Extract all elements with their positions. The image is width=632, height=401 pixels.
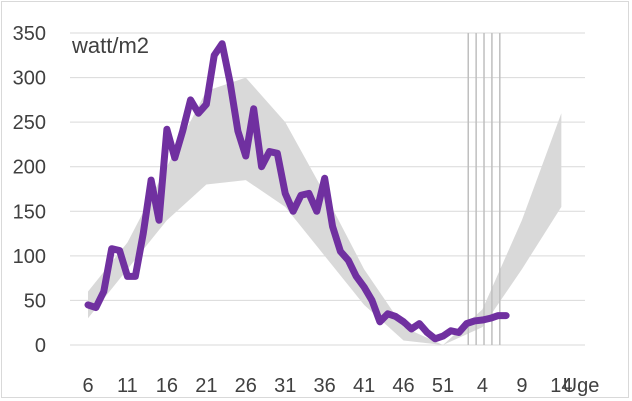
data-point bbox=[504, 314, 508, 318]
vertical-markers bbox=[467, 33, 501, 345]
data-point bbox=[275, 151, 279, 155]
data-point bbox=[291, 209, 295, 213]
x-axis-ticks: 6 11 16 21 26 31 36 41 46 51 4 9 14 bbox=[82, 375, 572, 397]
data-point bbox=[409, 327, 413, 331]
data-point bbox=[118, 249, 122, 253]
y-tick-label: 250 bbox=[13, 112, 46, 134]
y-tick-label: 350 bbox=[13, 23, 46, 45]
y-tick-label: 200 bbox=[13, 157, 46, 179]
x-axis-label: Uge bbox=[563, 375, 600, 397]
data-point bbox=[338, 249, 342, 253]
y-tick-label: 150 bbox=[13, 201, 46, 223]
data-point bbox=[378, 320, 382, 324]
data-point bbox=[441, 334, 445, 338]
data-point bbox=[370, 298, 374, 302]
data-point bbox=[189, 98, 193, 102]
data-point bbox=[236, 129, 240, 133]
data-point bbox=[149, 178, 153, 182]
x-tick-label: 26 bbox=[235, 375, 257, 397]
data-point bbox=[417, 322, 421, 326]
data-point bbox=[252, 107, 256, 111]
x-tick-label: 31 bbox=[274, 375, 296, 397]
data-point bbox=[433, 337, 437, 341]
y-axis-label: watt/m2 bbox=[71, 33, 149, 58]
band-area bbox=[88, 77, 562, 346]
data-point bbox=[267, 150, 271, 154]
x-tick-label: 9 bbox=[516, 375, 527, 397]
y-tick-label: 300 bbox=[13, 68, 46, 90]
data-point bbox=[94, 306, 98, 310]
data-point bbox=[283, 191, 287, 195]
data-point bbox=[244, 154, 248, 158]
data-point bbox=[110, 247, 114, 251]
data-point bbox=[488, 316, 492, 320]
data-point bbox=[449, 329, 453, 333]
y-tick-label: 50 bbox=[24, 290, 46, 312]
data-point bbox=[331, 224, 335, 228]
x-tick-label: 36 bbox=[314, 375, 336, 397]
data-point bbox=[496, 314, 500, 318]
series-layer bbox=[84, 40, 510, 343]
data-point bbox=[299, 193, 303, 197]
data-point bbox=[260, 165, 264, 169]
data-point bbox=[457, 331, 461, 335]
y-axis-ticks: 0 50 100 150 200 250 300 350 bbox=[13, 23, 46, 357]
x-tick-label: 6 bbox=[82, 375, 93, 397]
data-point bbox=[307, 191, 311, 195]
x-tick-label: 51 bbox=[432, 375, 454, 397]
y-tick-label: 0 bbox=[35, 335, 46, 357]
data-point bbox=[386, 312, 390, 316]
data-point bbox=[133, 274, 137, 278]
x-tick-label: 41 bbox=[353, 375, 375, 397]
data-point bbox=[165, 127, 169, 131]
data-point bbox=[315, 209, 319, 213]
data-point bbox=[473, 319, 477, 323]
data-point bbox=[220, 42, 224, 46]
data-point bbox=[394, 314, 398, 318]
data-point bbox=[181, 129, 185, 133]
data-point bbox=[102, 290, 106, 294]
data-point bbox=[402, 320, 406, 324]
data-point bbox=[362, 285, 366, 289]
data-point bbox=[228, 80, 232, 84]
data-point bbox=[425, 331, 429, 335]
data-point bbox=[204, 102, 208, 106]
data-point bbox=[354, 274, 358, 278]
data-point bbox=[465, 322, 469, 326]
x-tick-label: 11 bbox=[117, 375, 138, 397]
x-tick-label: 14 bbox=[550, 375, 572, 397]
x-tick-label: 4 bbox=[477, 375, 488, 397]
x-tick-label: 46 bbox=[392, 375, 414, 397]
range-band bbox=[88, 77, 562, 346]
data-point bbox=[86, 303, 90, 307]
data-point bbox=[196, 111, 200, 115]
x-tick-label: 21 bbox=[195, 375, 217, 397]
data-point bbox=[157, 218, 161, 222]
y-tick-label: 100 bbox=[13, 246, 46, 268]
data-point bbox=[212, 53, 216, 57]
data-point bbox=[173, 156, 177, 160]
data-point bbox=[141, 232, 145, 236]
data-point bbox=[323, 176, 327, 180]
data-point bbox=[346, 258, 350, 262]
x-tick-label: 16 bbox=[156, 375, 178, 397]
data-point bbox=[480, 318, 484, 322]
data-point bbox=[125, 274, 129, 278]
